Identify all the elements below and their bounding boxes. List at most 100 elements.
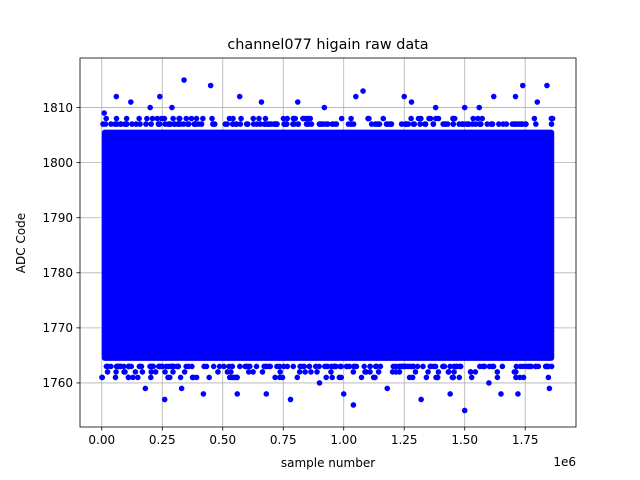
data-point [372,374,378,381]
data-point [432,104,439,111]
data-point [173,363,180,370]
data-point [253,363,260,370]
data-point [476,104,483,111]
x-tick-label: 1.50 [451,433,478,447]
data-point [544,82,550,89]
data-point [430,121,437,127]
data-point [221,363,227,370]
data-point [338,115,345,122]
data-point [447,363,453,370]
data-point [144,115,150,122]
y-tick-label: 1810 [42,101,73,115]
data-point [383,121,390,127]
data-point [420,363,426,370]
data-point [149,115,156,122]
data-point [272,121,279,127]
data-point [403,121,409,127]
data-point [143,121,149,127]
data-point [115,363,122,370]
data-point [447,391,453,397]
data-point [156,121,163,127]
data-point [422,121,429,127]
data-point [209,115,215,122]
data-point [210,121,216,127]
data-point [195,121,202,127]
y-tick-label: 1800 [42,156,73,170]
data-point [328,369,334,375]
data-point [479,115,486,122]
dense-band-fill [101,129,555,361]
data-point [451,115,458,122]
data-point [284,115,291,122]
data-point [512,93,519,100]
data-point [99,374,106,381]
data-point [142,385,149,392]
x-tick-label: 1.00 [330,433,357,447]
data-point [496,121,502,127]
data-point [148,369,155,375]
data-point [244,121,251,127]
data-point [441,363,448,370]
data-point [513,374,519,381]
data-point [162,121,168,127]
data-point [165,363,172,370]
data-point [548,363,555,370]
data-point [156,363,163,370]
data-point [210,363,217,370]
data-point [472,369,479,375]
data-point [259,369,266,375]
data-point [130,374,136,381]
data-point [133,121,139,127]
data-point [181,77,187,83]
data-point [453,363,459,370]
data-point [258,99,265,105]
data-point [230,115,236,122]
data-point [136,115,142,122]
data-point [461,407,468,414]
data-point [365,115,371,122]
data-point [113,93,120,100]
x-axis-ticks: 0.00 0.25 0.50 0.75 1.00 1.25 1.50 1.75 [88,427,539,447]
data-point [161,396,168,403]
data-point [306,363,313,370]
data-point [367,363,373,370]
data-point [169,104,175,111]
data-point [236,93,243,100]
data-point [545,374,552,381]
data-point [180,121,187,127]
data-point [427,363,434,370]
data-point [183,363,189,370]
data-point [272,374,278,381]
data-point [152,369,159,375]
data-point [494,374,501,381]
data-point [263,391,270,397]
data-point [345,121,352,127]
data-point [375,369,382,375]
data-point [520,374,527,381]
x-tick-label: 0.00 [88,433,115,447]
data-point [396,369,403,375]
data-point [472,121,479,127]
data-point [108,363,114,370]
data-point [456,374,463,381]
y-axis-ticks: 1760 1770 1780 1790 1800 1810 [42,101,80,390]
data-point [157,93,163,100]
data-point [486,363,493,370]
data-point [323,374,329,381]
data-point [200,115,206,122]
data-point [290,363,297,370]
data-point [158,115,165,122]
y-tick-label: 1760 [42,376,73,390]
y-tick-label: 1790 [42,211,73,225]
data-point [321,104,328,111]
data-point [234,391,241,397]
data-point [517,363,524,370]
data-point [358,374,365,381]
data-point [519,82,526,89]
data-point [528,363,534,370]
data-point [486,380,492,386]
data-point [181,369,188,375]
data-point [135,374,141,381]
data-point [305,121,312,127]
data-point [243,363,250,370]
